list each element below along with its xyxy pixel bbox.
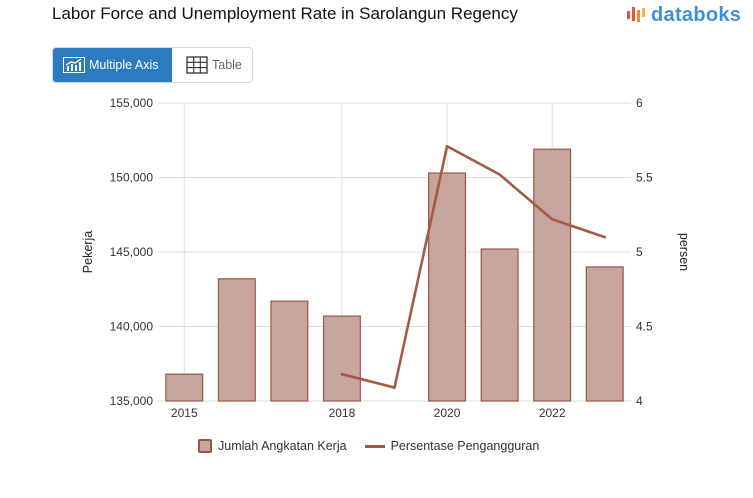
right-tick-label: 4 bbox=[636, 394, 643, 408]
unemployment-rate-line bbox=[340, 144, 607, 389]
chart-title: Labor Force and Unemployment Rate in Sar… bbox=[52, 4, 518, 23]
line-point-2021 bbox=[498, 173, 501, 176]
bar-2015 bbox=[165, 373, 204, 402]
multiple-axis-label: Multiple Axis bbox=[89, 58, 159, 72]
x-tick-label: 2020 bbox=[434, 406, 461, 420]
left-tick-label: 135,000 bbox=[110, 394, 154, 408]
right-axis-label: persen bbox=[677, 233, 691, 271]
left-tick-label: 150,000 bbox=[110, 171, 154, 185]
bar-2020 bbox=[428, 172, 467, 402]
bar-2016 bbox=[217, 278, 256, 402]
legend: Jumlah Angkatan Kerja Persentase Pengang… bbox=[198, 439, 557, 453]
left-tick-label: 155,000 bbox=[110, 96, 154, 110]
multiple-axis-button[interactable]: Multiple Axis bbox=[53, 48, 172, 82]
x-tick-label: 2022 bbox=[539, 406, 566, 420]
line-point-2020 bbox=[445, 144, 449, 148]
line-point-2019 bbox=[393, 386, 396, 389]
line-point-2022 bbox=[550, 217, 554, 221]
bar-2022 bbox=[533, 148, 572, 402]
line-point-2018 bbox=[340, 372, 344, 376]
bar-2023 bbox=[585, 266, 624, 402]
chart-line-icon bbox=[63, 57, 85, 73]
table-button[interactable]: Table bbox=[172, 48, 242, 82]
legend-line-label: Persentase Pengangguran bbox=[390, 439, 540, 453]
left-axis-label: Pekerja bbox=[81, 231, 95, 273]
view-toggle: Multiple Axis Table bbox=[52, 47, 253, 83]
legend-bar-label: Jumlah Angkatan Kerja bbox=[218, 439, 347, 453]
right-tick-label: 4.5 bbox=[636, 320, 653, 334]
legend-item-bar[interactable]: Jumlah Angkatan Kerja bbox=[198, 439, 347, 453]
combo-chart: 135,000 140,000 145,000 150,000 155,000 4 4.5 5… bbox=[81, 96, 691, 420]
line-point-2023 bbox=[603, 235, 607, 239]
legend-item-line[interactable]: Persentase Pengangguran bbox=[364, 439, 540, 453]
bar-2017 bbox=[270, 300, 309, 402]
x-tick-label: 2015 bbox=[171, 406, 198, 420]
right-tick-label: 5 bbox=[636, 245, 643, 259]
brand-logo[interactable]: databoks bbox=[626, 4, 741, 27]
left-tick-label: 145,000 bbox=[110, 245, 154, 259]
bar-2021 bbox=[480, 248, 519, 402]
right-tick-label: 5.5 bbox=[636, 171, 653, 185]
x-tick-label: 2018 bbox=[329, 406, 356, 420]
table-label: Table bbox=[212, 58, 242, 72]
legend-bar-swatch bbox=[198, 439, 212, 453]
databoks-logo-icon bbox=[627, 6, 645, 22]
bar-2018 bbox=[322, 315, 361, 402]
legend-line-swatch bbox=[364, 444, 385, 448]
left-tick-label: 140,000 bbox=[110, 320, 154, 334]
right-tick-label: 6 bbox=[636, 96, 643, 110]
brand-name: databoks bbox=[651, 4, 742, 26]
table-icon bbox=[186, 56, 208, 74]
